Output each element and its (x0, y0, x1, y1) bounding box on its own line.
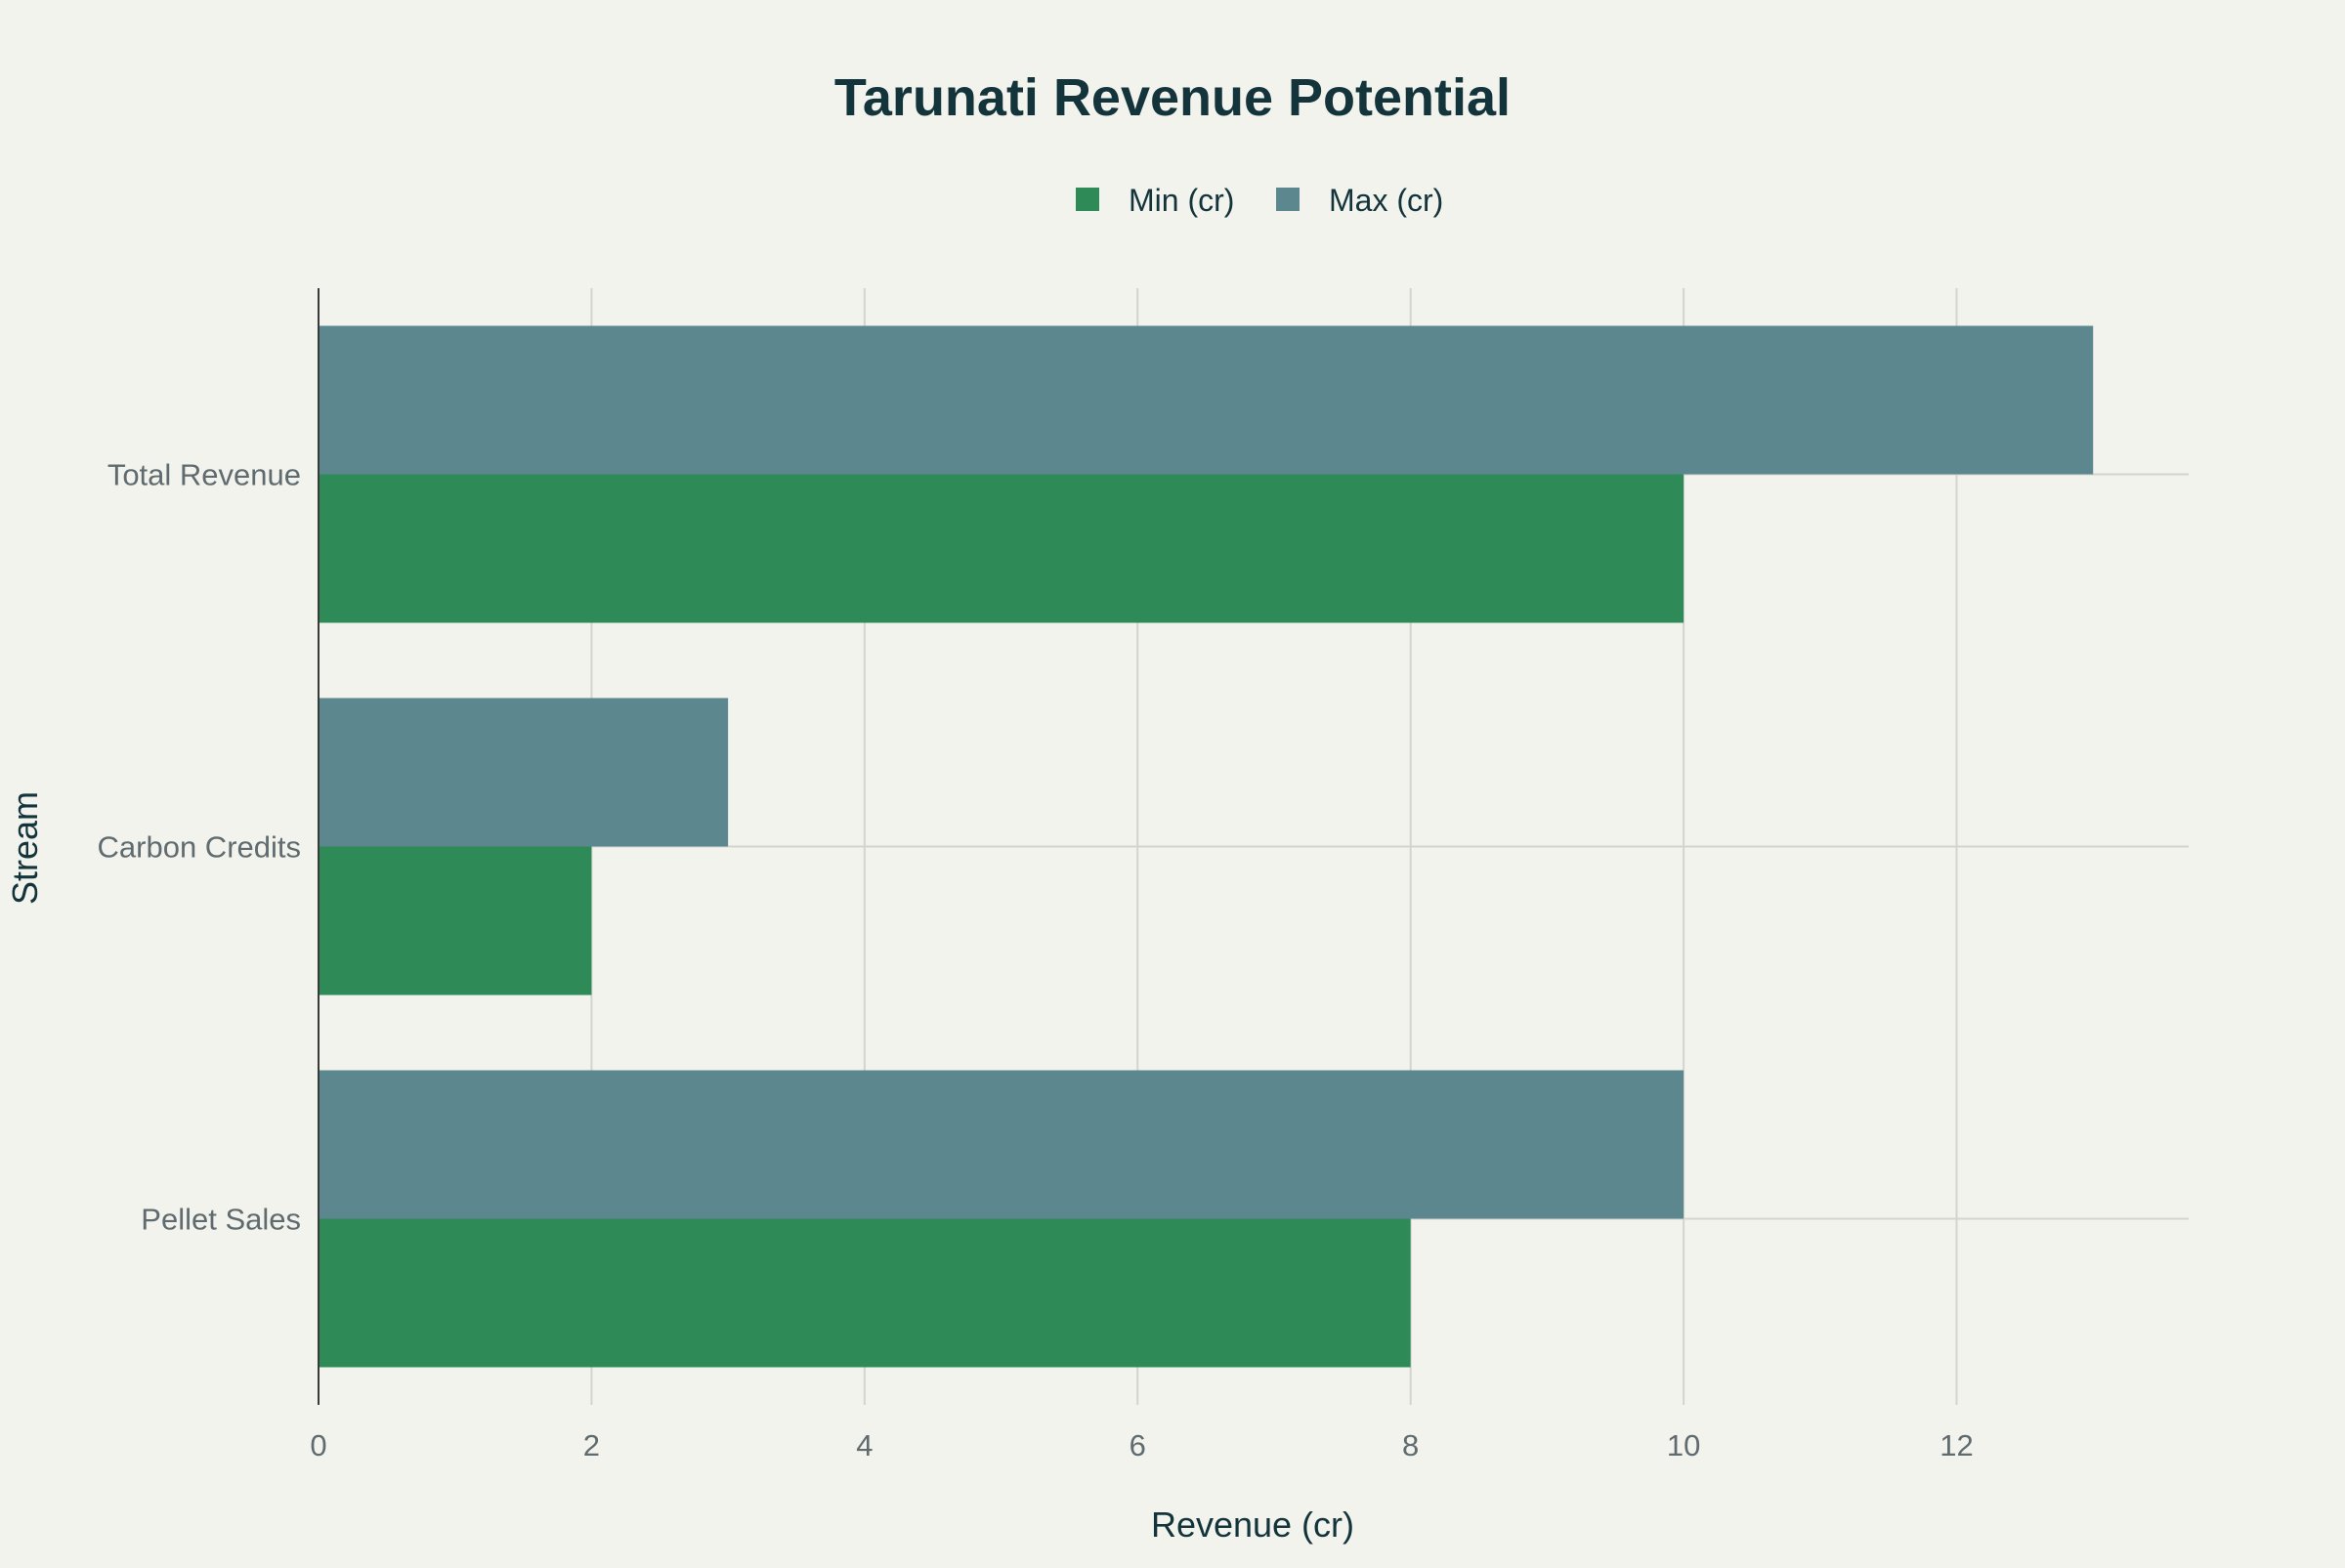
legend-item-min[interactable]: Min (cr) (1076, 183, 1234, 218)
x-tick-label: 12 (1940, 1428, 1973, 1462)
bar-min-pellet-sales[interactable] (319, 1218, 1411, 1368)
x-tick-label: 2 (583, 1428, 600, 1462)
x-tick-label: 4 (856, 1428, 873, 1462)
legend-label: Max (cr) (1329, 183, 1443, 218)
legend-label: Min (cr) (1129, 183, 1234, 218)
y-tick-label: Carbon Credits (98, 830, 301, 865)
legend: Min (cr) Max (cr) (1076, 183, 1443, 218)
x-tick-label: 6 (1130, 1428, 1146, 1462)
legend-swatch (1076, 188, 1099, 211)
legend-swatch (1276, 188, 1300, 211)
y-tick-label: Total Revenue (107, 458, 301, 492)
legend-item-max[interactable]: Max (cr) (1276, 183, 1443, 218)
bars-group (319, 325, 2094, 1368)
bar-min-carbon-credits[interactable] (319, 846, 592, 996)
x-axis-title: Revenue (cr) (1151, 1504, 1354, 1545)
chart-title: Tarunati Revenue Potential (834, 68, 1511, 127)
x-tick-label: 10 (1667, 1428, 1700, 1462)
x-tick-label: 8 (1402, 1428, 1419, 1462)
bar-min-total-revenue[interactable] (319, 474, 1684, 623)
y-axis-title: Stream (5, 791, 45, 905)
bar-max-carbon-credits[interactable] (319, 698, 729, 847)
x-tick-label: 0 (310, 1428, 326, 1462)
axes-group: 0 2 4 6 8 10 12 Pellet Sales Carbon Credits Total… (98, 288, 1974, 1462)
bar-max-pellet-sales[interactable] (319, 1070, 1684, 1219)
y-tick-label: Pellet Sales (141, 1203, 301, 1237)
bar-max-total-revenue[interactable] (319, 325, 2094, 475)
